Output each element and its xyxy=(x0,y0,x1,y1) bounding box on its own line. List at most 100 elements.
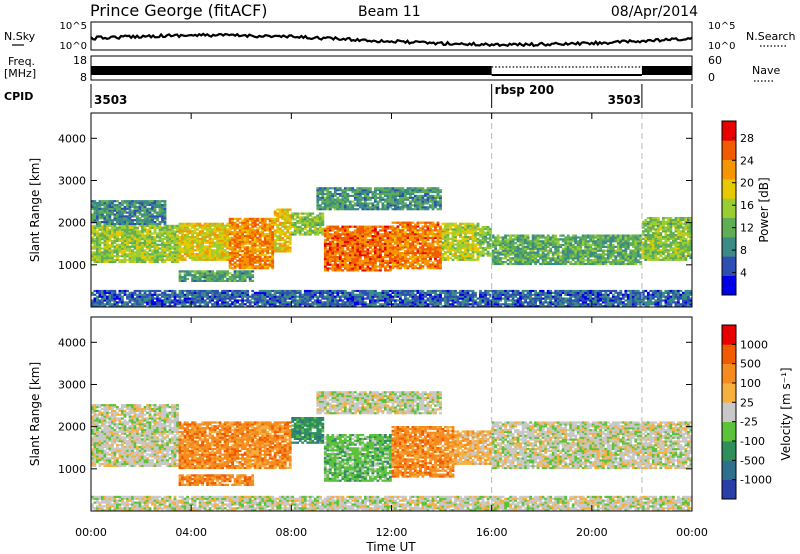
data-cell xyxy=(261,217,265,220)
data-cell xyxy=(596,240,600,243)
data-cell xyxy=(331,257,335,261)
data-cell xyxy=(186,254,189,258)
data-cell xyxy=(506,234,510,237)
data-cell xyxy=(236,223,239,226)
data-cell xyxy=(499,243,502,247)
data-cell xyxy=(501,261,505,264)
data-cell xyxy=(318,218,322,221)
data-cell xyxy=(178,291,182,294)
data-cell xyxy=(261,225,265,228)
data-cell xyxy=(151,289,154,293)
data-cell xyxy=(138,241,142,244)
data-cell xyxy=(213,224,217,227)
data-cell xyxy=(576,251,580,254)
data-cell xyxy=(651,235,655,239)
data-cell xyxy=(336,229,340,232)
data-cell xyxy=(366,227,370,230)
data-cell xyxy=(126,249,129,252)
data-cell xyxy=(168,226,172,229)
data-cell xyxy=(651,245,655,248)
data-cell xyxy=(494,247,497,250)
data-cell xyxy=(303,225,307,228)
data-cell xyxy=(111,255,114,258)
data-cell xyxy=(511,262,515,266)
data-cell xyxy=(434,255,437,258)
data-cell xyxy=(369,227,372,230)
data-cell xyxy=(654,232,658,235)
data-cell xyxy=(556,238,560,241)
data-cell xyxy=(656,220,660,223)
data-cell xyxy=(641,251,645,254)
data-cell xyxy=(619,262,623,266)
data-cell xyxy=(161,295,164,298)
data-cell xyxy=(409,263,412,266)
data-cell xyxy=(556,249,560,252)
data-cell xyxy=(161,249,164,252)
data-cell xyxy=(98,236,102,239)
data-cell xyxy=(641,245,645,248)
data-cell xyxy=(178,254,182,258)
data-cell xyxy=(116,293,119,296)
data-cell xyxy=(166,289,169,293)
data-cell xyxy=(311,212,315,215)
data-cell xyxy=(389,252,392,255)
data-cell xyxy=(374,269,377,272)
data-cell xyxy=(466,256,470,259)
data-cell xyxy=(143,260,147,263)
data-cell xyxy=(256,255,260,258)
data-cell xyxy=(534,242,537,245)
data-cell xyxy=(96,202,99,205)
data-cell xyxy=(426,238,430,241)
data-cell xyxy=(596,257,600,260)
data-cell xyxy=(514,247,517,250)
data-cell xyxy=(106,249,109,252)
data-cell xyxy=(133,303,137,306)
data-cell xyxy=(591,253,595,256)
data-cell xyxy=(123,209,127,212)
data-cell xyxy=(228,233,232,236)
data-cell xyxy=(639,257,643,260)
data-cell xyxy=(153,241,157,244)
data-cell xyxy=(233,252,237,255)
data-cell xyxy=(429,263,432,266)
data-cell xyxy=(256,244,260,247)
data-cell xyxy=(128,249,132,252)
data-cell xyxy=(484,252,487,255)
data-cell xyxy=(674,217,678,220)
data-cell xyxy=(356,250,360,253)
data-cell xyxy=(276,218,280,221)
data-cell xyxy=(266,267,270,270)
data-cell xyxy=(489,245,492,248)
data-cell xyxy=(106,257,109,260)
data-cell xyxy=(271,217,275,220)
data-cell xyxy=(138,253,142,256)
data-cell xyxy=(621,257,625,260)
data-cell xyxy=(561,253,565,256)
data-cell xyxy=(131,251,134,254)
data-cell xyxy=(449,251,452,254)
data-cell xyxy=(379,263,382,266)
data-cell xyxy=(121,222,124,226)
data-cell xyxy=(667,228,670,231)
data-cell xyxy=(123,230,127,233)
data-cell xyxy=(351,235,355,238)
data-cell xyxy=(394,253,397,257)
data-cell xyxy=(328,229,332,232)
data-cell xyxy=(366,231,370,234)
data-cell xyxy=(634,242,638,245)
data-cell xyxy=(151,243,154,246)
data-cell xyxy=(328,242,332,245)
data-cell xyxy=(276,214,280,217)
data-cell xyxy=(158,236,162,239)
data-cell xyxy=(103,251,107,254)
data-cell xyxy=(183,297,187,300)
data-cell xyxy=(439,229,442,232)
data-cell xyxy=(271,225,275,228)
data-cell xyxy=(126,255,129,258)
data-cell xyxy=(684,217,688,220)
data-cell xyxy=(143,305,147,308)
data-cell xyxy=(404,257,407,260)
data-cell xyxy=(551,257,555,260)
data-cell xyxy=(411,250,415,253)
data-cell xyxy=(91,303,94,306)
